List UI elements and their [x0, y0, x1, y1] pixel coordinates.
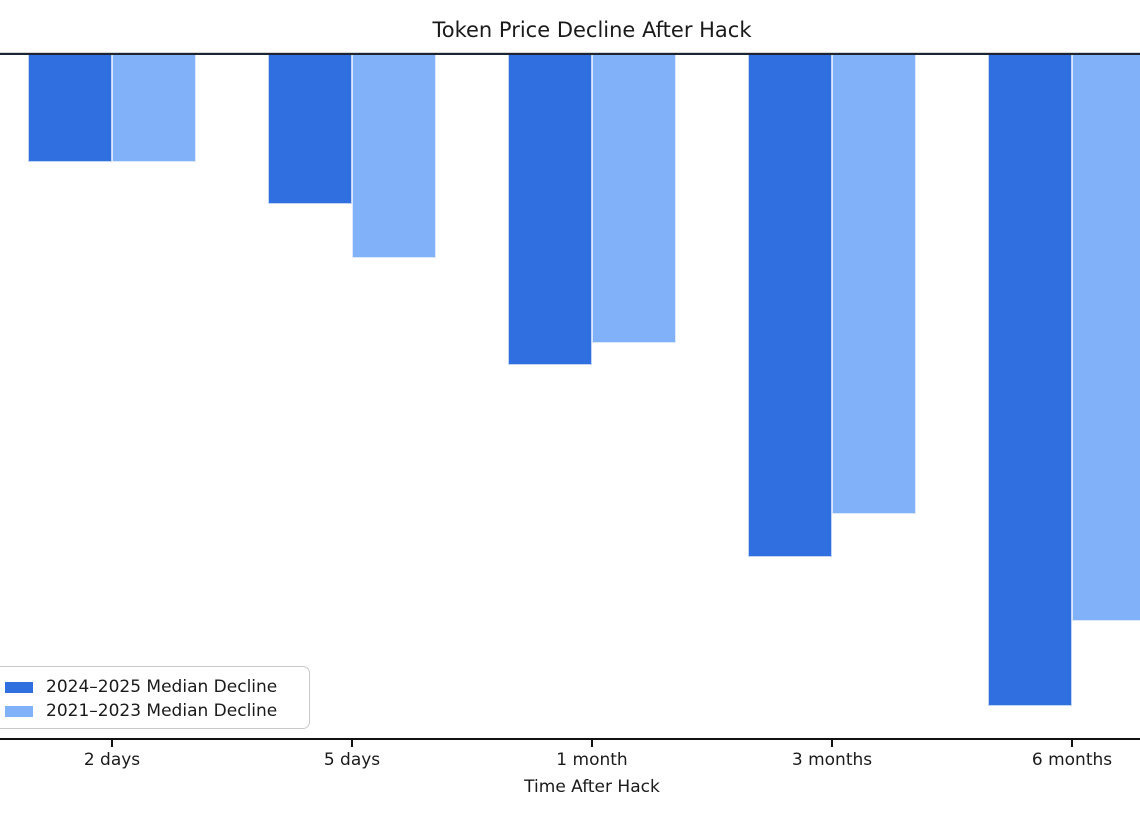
top-spine-halo: [0, 52, 1140, 53]
x-tick-6-months: [1071, 740, 1073, 747]
bar-2021-2023-median-decline-3-months: [832, 55, 916, 514]
x-tick-label-3-months: 3 months: [791, 750, 873, 770]
bar-2024-2025-median-decline-5-days: [268, 55, 352, 205]
bottom-spine: [0, 738, 1140, 740]
bar-2021-2023-median-decline-2-days: [112, 55, 196, 162]
bar-2024-2025-median-decline-2-days: [28, 55, 112, 162]
legend-label-2024-2025: 2024–2025 Median Decline: [46, 677, 278, 697]
bar-2021-2023-median-decline-5-days: [352, 55, 436, 258]
bar-2024-2025-median-decline-3-months: [748, 55, 832, 557]
x-tick-label-6-months: 6 months: [1031, 750, 1113, 770]
legend-swatch-2024-2025: [5, 681, 33, 693]
x-tick-label-5-days: 5 days: [323, 750, 381, 770]
x-tick-1-month: [591, 740, 593, 747]
legend: 2024–2025 Median Decline 2021–2023 Media…: [0, 666, 310, 729]
x-tick-2-days: [111, 740, 113, 747]
bar-2021-2023-median-decline-6-months: [1072, 55, 1140, 621]
legend-swatch-2021-2023: [5, 705, 33, 717]
bar-2021-2023-median-decline-1-month: [592, 55, 676, 344]
legend-label-2021-2023: 2021–2023 Median Decline: [46, 701, 278, 721]
legend-entry-2021-2023: 2021–2023 Median Decline: [5, 699, 309, 723]
x-tick-3-months: [831, 740, 833, 747]
x-tick-label-2-days: 2 days: [83, 750, 141, 770]
bar-2024-2025-median-decline-1-month: [508, 55, 592, 365]
x-tick-label-1-month: 1 month: [556, 750, 628, 770]
bar-2024-2025-median-decline-6-months: [988, 55, 1072, 706]
x-tick-5-days: [351, 740, 353, 747]
chart-title: Token Price Decline After Hack: [432, 18, 752, 42]
x-axis-label: Time After Hack: [524, 777, 660, 797]
top-spine-zero-line: [0, 53, 1140, 55]
legend-entry-2024-2025: 2024–2025 Median Decline: [5, 675, 309, 699]
